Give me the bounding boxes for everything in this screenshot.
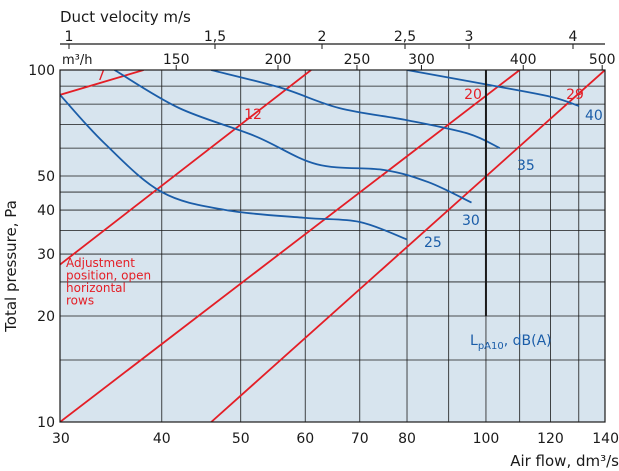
adjustment-label-12: 12 [244,107,262,123]
x-tick-label: 50 [232,431,250,447]
x-tick-label: 70 [351,431,369,447]
x-tick-label: 40 [153,431,171,447]
sound-curve-label-35: 35 [517,158,535,174]
sound-curve-25 [60,94,408,241]
adjustment-note-line: horizontal [66,281,126,295]
adjustment-line-7 [60,70,144,96]
y-axis-title: Total pressure, Pa [2,200,20,333]
y-tick-label: 40 [37,203,55,219]
m3h-tick-label: 250 [344,52,371,68]
sound-curve-30 [114,70,472,204]
velocity-tick-label: 2 [318,29,327,45]
x-tick-label: 140 [592,431,619,447]
m3h-tick-label: 300 [408,52,435,68]
x-tick-label: 120 [537,431,564,447]
y-tick-label: 20 [37,309,55,325]
plot-border [59,69,606,423]
adjustment-line-12 [60,70,312,266]
y-tick-label: 10 [37,415,55,431]
plot-area [60,70,605,422]
velocity-axis-title: Duct velocity m/s [60,8,191,26]
sound-curve-label-40: 40 [585,108,603,124]
adjustment-note-line: position, open [66,269,151,283]
adjustment-line-29 [210,70,605,422]
velocity-tick-label: 4 [569,29,578,45]
y-tick-label: 100 [28,63,55,79]
x-tick-label: 100 [473,431,500,447]
x-axis-title: Air flow, dm³/s [510,452,619,470]
adjustment-note-line: rows [66,294,94,308]
y-tick-label: 30 [37,247,55,263]
adjustment-line-20 [60,70,521,422]
m3h-tick-label: 400 [510,52,537,68]
x-tick-label: 60 [296,431,314,447]
velocity-tick-label: 2,5 [394,29,416,45]
x-tick-label: 30 [52,431,70,447]
adjustment-note-line: Adjustment [66,256,135,270]
y-tick-label: 50 [37,169,55,185]
lpa-label: LpA10, dB(A) [470,333,552,352]
adjustment-label-20: 20 [464,87,482,103]
x-tick-label: 80 [398,431,416,447]
sound-curve-35 [210,70,501,149]
sound-curve-label-25: 25 [424,235,442,251]
m3h-tick-label: 150 [163,52,190,68]
velocity-tick-label: 3 [465,29,474,45]
adjustment-label-7: 7 [97,68,106,84]
velocity-tick-label: 1,5 [204,29,226,45]
m3h-tick-label: 500 [589,52,616,68]
sound-curve-40 [406,70,580,107]
velocity-tick-label: 1 [65,29,74,45]
sound-curve-label-30: 30 [462,213,480,229]
m3h-unit-label: m³/h [62,53,93,68]
m3h-tick-label: 200 [265,52,292,68]
adjustment-label-29: 29 [566,87,584,103]
